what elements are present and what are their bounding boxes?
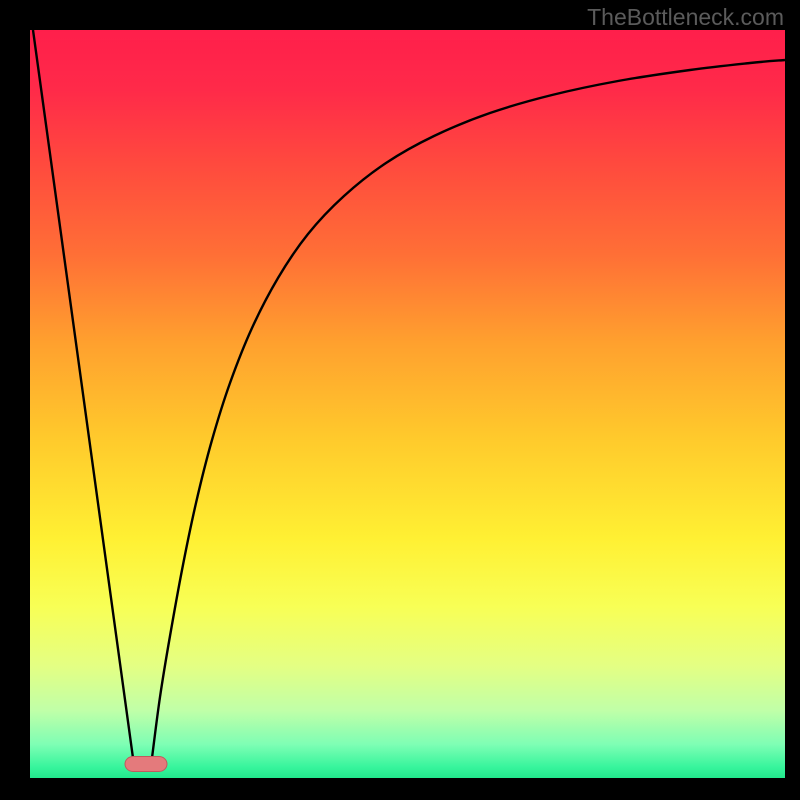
watermark-text: TheBottleneck.com [587,4,784,31]
bottleneck-chart [0,0,800,800]
optimal-marker [125,757,167,772]
plot-gradient-bg [30,30,785,778]
